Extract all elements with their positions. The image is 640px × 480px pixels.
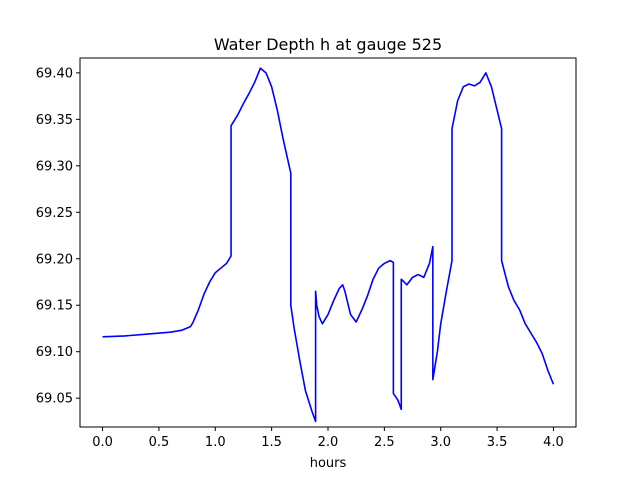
chart-title: Water Depth h at gauge 525 (214, 35, 442, 54)
x-tick-label: 3.5 (487, 435, 508, 450)
y-tick-label: 69.30 (36, 159, 73, 174)
series-line-0 (102, 67, 555, 423)
x-tick-label: 1.5 (261, 435, 282, 450)
x-tick-label: 0.5 (149, 435, 170, 450)
y-tick-label: 69.15 (36, 299, 73, 314)
y-axis-ticks: 69.05 69.10 69.15 69.20 69.25 69.30 69.35 69.40 (36, 66, 80, 407)
y-tick-label: 69.05 (36, 392, 73, 407)
x-tick-label: 0.0 (92, 435, 113, 450)
x-tick-label: 1.0 (205, 435, 226, 450)
x-axis-label: hours (310, 456, 347, 471)
x-tick-label: 3.0 (430, 435, 451, 450)
x-axis-ticks: 0.0 0.5 1.0 1.5 2.0 2.5 3.0 3.5 4.0 (92, 427, 564, 450)
y-tick-label: 69.40 (36, 66, 73, 81)
plot-frame (79, 57, 577, 428)
x-tick-label: 2.0 (318, 435, 339, 450)
y-tick-label: 69.35 (36, 113, 73, 128)
series-layer (102, 67, 555, 423)
plot-area (80, 58, 576, 427)
y-tick-label: 69.20 (36, 252, 73, 267)
x-tick-label: 4.0 (543, 435, 564, 450)
x-tick-label: 2.5 (374, 435, 395, 450)
y-tick-label: 69.10 (36, 345, 73, 360)
y-tick-label: 69.25 (36, 206, 73, 221)
